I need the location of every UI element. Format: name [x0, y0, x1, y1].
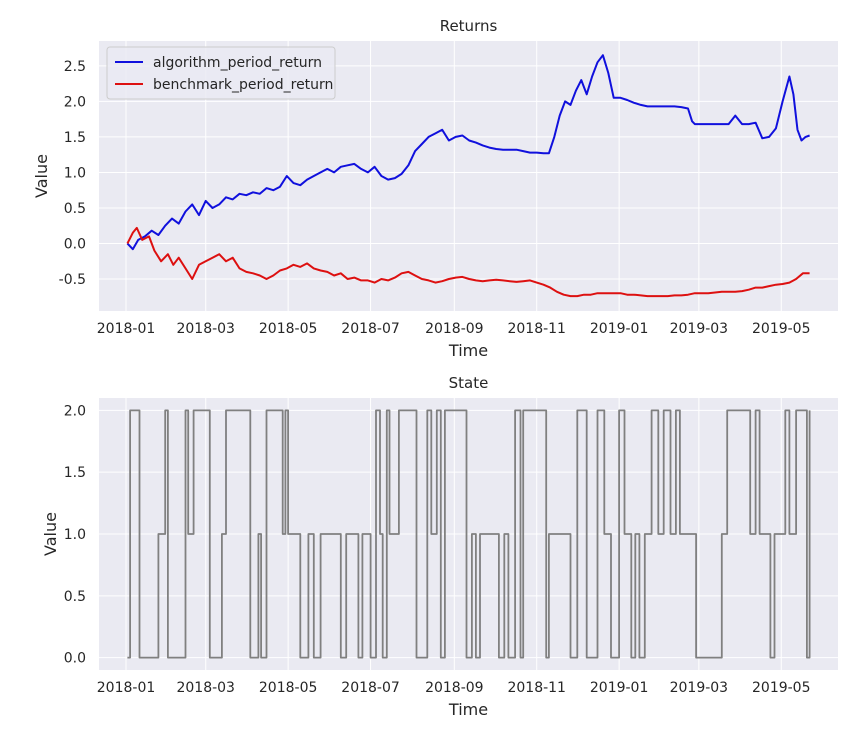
x-tick-label: 2018-05	[259, 680, 318, 696]
series-line-state	[127, 409, 811, 659]
x-axis-label: Time	[448, 341, 488, 360]
x-tick-label: 2018-05	[259, 321, 318, 337]
y-tick-label: 0.5	[64, 589, 86, 605]
y-axis-label: Value	[41, 512, 60, 556]
x-tick-label: 2018-07	[341, 321, 400, 337]
x-tick-label: 2018-11	[507, 321, 566, 337]
series-line-algorithm-period-return	[126, 54, 810, 251]
y-axis-label: Value	[32, 154, 51, 198]
x-tick-label: 2018-01	[97, 321, 156, 337]
x-tick-label: 2018-09	[425, 680, 484, 696]
chart-1: 2018-01 2018-03 2018-05 2018-07 2018-09 2018-…	[32, 17, 838, 360]
y-tick-label: 2.5	[64, 59, 86, 75]
x-tick-label: 2018-07	[341, 680, 400, 696]
y-tick-label: 1.0	[64, 527, 86, 543]
y-tick-label: 1.5	[64, 465, 86, 481]
chart-title: Returns	[440, 17, 498, 35]
x-tick-label: 2019-03	[670, 321, 729, 337]
chart-2: 2018-01 2018-03 2018-05 2018-07 2018-09 2018-…	[41, 374, 838, 719]
legend: algorithm_period_return benchmark_period_…	[106, 46, 336, 100]
legend-box	[106, 46, 336, 100]
y-tick-label: -0.5	[59, 272, 86, 288]
y-tick-label: 2.0	[64, 94, 86, 110]
y-tick-label: 0.5	[64, 201, 86, 217]
x-tick-label: 2019-01	[590, 680, 649, 696]
x-tick-label: 2018-09	[425, 321, 484, 337]
legend-entry: benchmark_period_return	[153, 77, 333, 93]
x-tick-label: 2018-01	[97, 680, 156, 696]
x-tick-label: 2018-11	[507, 680, 566, 696]
x-tick-label: 2019-05	[752, 680, 811, 696]
y-tick-label: 1.0	[64, 165, 86, 181]
x-tick-label: 2019-03	[670, 680, 729, 696]
y-tick-label: 0.0	[64, 651, 86, 667]
x-tick-label: 2018-03	[176, 680, 235, 696]
y-tick-label: 0.0	[64, 237, 86, 253]
y-tick-label: 1.5	[64, 130, 86, 146]
x-tick-label: 2019-05	[752, 321, 811, 337]
x-tick-label: 2018-03	[176, 321, 235, 337]
x-tick-label: 2019-01	[590, 321, 649, 337]
y-tick-label: 2.0	[64, 403, 86, 419]
series-line-benchmark-period-return	[126, 226, 810, 298]
chart-title: State	[449, 374, 489, 392]
x-axis-label: Time	[448, 700, 488, 719]
legend-entry: algorithm_period_return	[153, 55, 322, 71]
